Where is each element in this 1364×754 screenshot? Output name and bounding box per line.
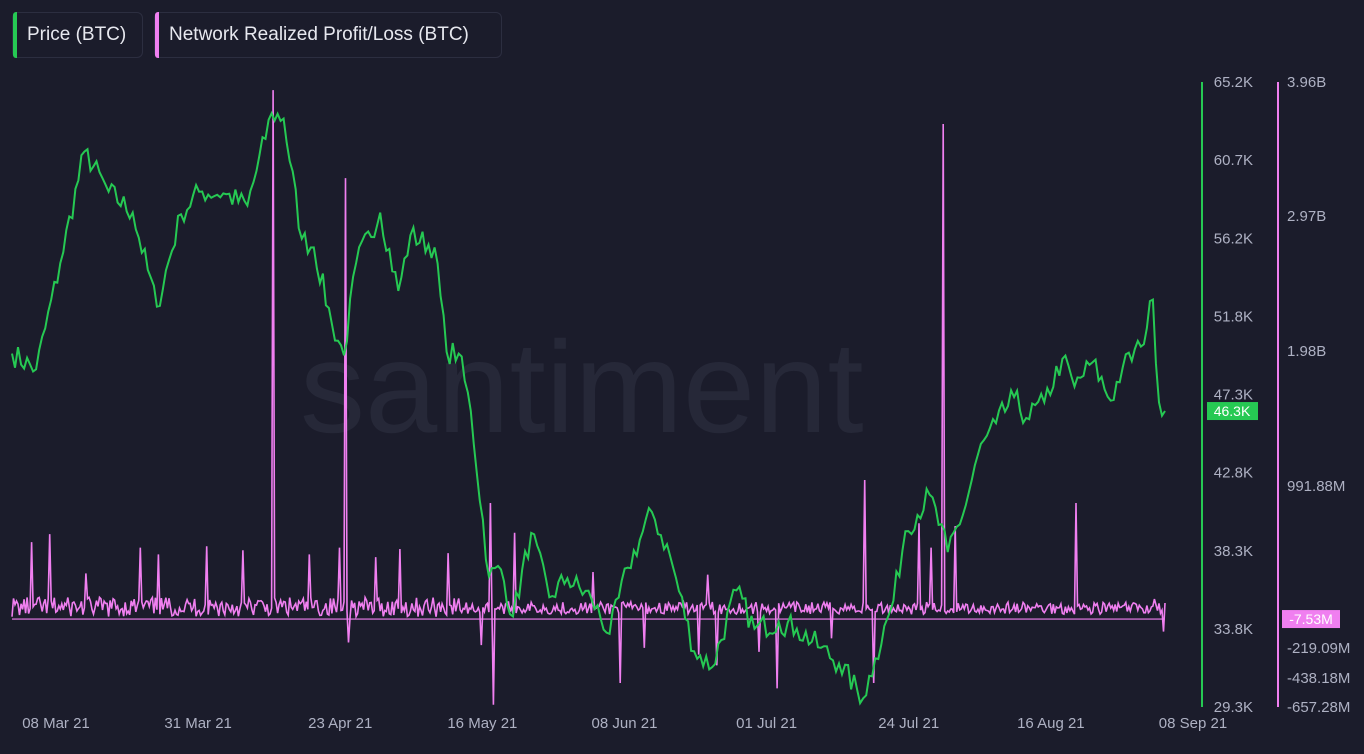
x-tick-label: 23 Apr 21 xyxy=(308,715,372,732)
x-tick-label: 24 Jul 21 xyxy=(878,715,939,732)
realized-pl-tick-label: 1.98B xyxy=(1287,343,1326,360)
legend-realized-pl-swatch xyxy=(155,12,159,58)
price-tick-label: 38.3K xyxy=(1214,543,1253,560)
legend-price-swatch xyxy=(13,12,17,58)
realized-pl-tick-label: 991.88M xyxy=(1287,478,1345,495)
legend-price-label: Price (BTC) xyxy=(27,24,127,45)
realized-pl-tick-label: -219.09M xyxy=(1287,640,1350,657)
realized-pl-axis: 3.96B 2.97B 1.98B 991.88M -219.09M -438.18M -6… xyxy=(1277,74,1350,716)
realized-pl-tick-label: -657.28M xyxy=(1287,699,1350,716)
price-tick-label: 33.8K xyxy=(1214,621,1253,638)
realized-pl-current-badge xyxy=(1282,610,1340,629)
price-tick-label: 60.7K xyxy=(1214,152,1253,169)
price-current-badge xyxy=(1207,402,1258,421)
realized-pl-tick-label: 3.96B xyxy=(1287,74,1326,91)
price-line xyxy=(11,110,1166,706)
santiment-watermark: santiment xyxy=(300,314,864,460)
x-tick-label: 16 Aug 21 xyxy=(1017,715,1085,732)
price-axis: 65.2K 60.7K 56.2K 51.8K 47.3K 42.8K 38.3K 33.8K… xyxy=(1201,74,1253,716)
realized-pl-tick-label: 2.97B xyxy=(1287,208,1326,225)
realized-pl-current-value: -7.53M xyxy=(1289,611,1333,627)
legend-realized-pl-label: Network Realized Profit/Loss (BTC) xyxy=(169,24,469,45)
x-tick-label: 01 Jul 21 xyxy=(736,715,797,732)
legend-realized-pl[interactable]: Network Realized Profit/Loss (BTC) xyxy=(154,12,502,58)
price-current-value: 46.3K xyxy=(1214,403,1251,419)
legend-price[interactable]: Price (BTC) xyxy=(12,12,143,58)
price-tick-label: 42.8K xyxy=(1214,465,1253,482)
x-tick-label: 31 Mar 21 xyxy=(164,715,232,732)
price-tick-label: 47.3K xyxy=(1214,387,1253,404)
realized-pl-tick-label: -438.18M xyxy=(1287,670,1350,687)
price-tick-label: 65.2K xyxy=(1214,74,1253,91)
price-tick-label: 51.8K xyxy=(1214,308,1253,325)
realized-pl-line xyxy=(11,90,1166,705)
x-tick-label: 16 May 21 xyxy=(447,715,517,732)
x-tick-label: 08 Sep 21 xyxy=(1159,715,1227,732)
price-tick-label: 56.2K xyxy=(1214,230,1253,247)
price-tick-label: 29.3K xyxy=(1214,699,1253,716)
x-axis: 08 Mar 21 31 Mar 21 23 Apr 21 16 May 21 08 J… xyxy=(22,715,1227,732)
x-tick-label: 08 Jun 21 xyxy=(592,715,658,732)
x-tick-label: 08 Mar 21 xyxy=(22,715,90,732)
